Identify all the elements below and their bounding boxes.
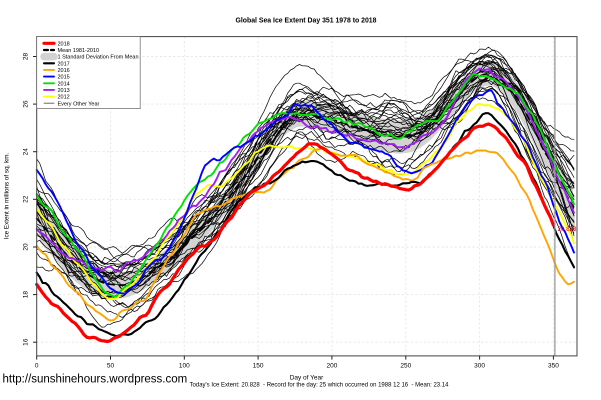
- svg-text:2018: 2018: [58, 41, 70, 47]
- svg-text:0: 0: [35, 363, 39, 370]
- svg-text:Day of Year: Day of Year: [290, 375, 324, 382]
- svg-text:2013: 2013: [58, 88, 70, 94]
- svg-text:http://sunshinehours.wordpress: http://sunshinehours.wordpress.com: [3, 374, 188, 386]
- svg-text:2015: 2015: [58, 75, 70, 81]
- svg-text:100: 100: [179, 363, 190, 370]
- svg-text:18: 18: [23, 291, 30, 299]
- svg-text:2012: 2012: [58, 95, 70, 101]
- svg-text:Today's Ice Extent: 20.828 -: Today's Ice Extent: 20.828 - Record for …: [190, 383, 450, 389]
- svg-text:16: 16: [23, 338, 30, 346]
- svg-text:2016: 2016: [58, 68, 70, 74]
- svg-text:Global Sea Ice Extent Day 351: Global Sea Ice Extent Day 351 1978 to 20…: [236, 18, 377, 25]
- svg-text:26: 26: [23, 100, 30, 108]
- svg-text:200: 200: [326, 363, 337, 370]
- svg-text:24: 24: [23, 148, 30, 156]
- svg-text:Mean 1981-2010: Mean 1981-2010: [58, 48, 100, 54]
- svg-text:250: 250: [400, 363, 411, 370]
- svg-text:300: 300: [474, 363, 485, 370]
- svg-text:2014: 2014: [58, 81, 70, 87]
- svg-text:20.828: 20.828: [558, 226, 577, 233]
- svg-text:Every Other Year: Every Other Year: [58, 101, 100, 107]
- svg-text:Ice Extent in millions of sq.: Ice Extent in millions of sq. km.: [4, 153, 11, 240]
- svg-text:1 Standard Deviation From Mean: 1 Standard Deviation From Mean: [58, 55, 139, 61]
- svg-text:2017: 2017: [58, 61, 70, 67]
- svg-text:350: 350: [548, 363, 559, 370]
- svg-text:22: 22: [23, 195, 30, 203]
- svg-text:20: 20: [23, 243, 30, 251]
- svg-text:150: 150: [253, 363, 264, 370]
- svg-text:28: 28: [23, 53, 30, 61]
- svg-text:50: 50: [107, 363, 115, 370]
